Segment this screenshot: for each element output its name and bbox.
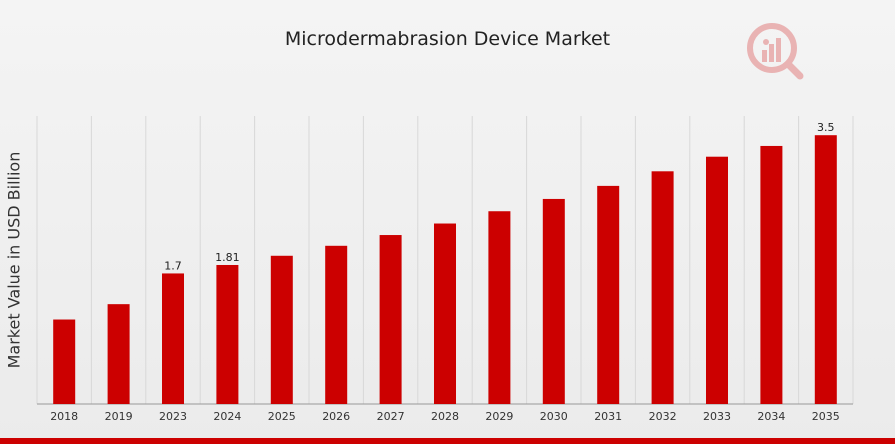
footer-accent-bar <box>0 438 895 444</box>
x-tick-label: 2027 <box>377 410 405 423</box>
data-labels: 1.7 1.81 3.5 <box>164 121 834 272</box>
x-tick-labels: 2018 2019 2023 2024 2025 2026 2027 2028 2029 2030… <box>50 410 840 423</box>
bars <box>53 135 837 404</box>
x-tick-label: 2019 <box>105 410 133 423</box>
bar-2032 <box>651 171 674 404</box>
data-label-2035: 3.5 <box>817 121 835 134</box>
x-tick-label: 2024 <box>213 410 241 423</box>
grid-lines <box>36 116 854 404</box>
bar-2025 <box>270 255 293 404</box>
bar-2024 <box>216 264 239 404</box>
x-tick-label: 2035 <box>812 410 840 423</box>
bar-2029 <box>488 211 511 404</box>
bar-2019 <box>107 304 130 404</box>
bar-2035 <box>814 135 837 404</box>
x-tick-label: 2029 <box>485 410 513 423</box>
bar-2027 <box>379 235 402 404</box>
data-label-2023: 1.7 <box>164 259 182 272</box>
data-label-2024: 1.81 <box>215 251 240 264</box>
bar-2034 <box>760 145 783 404</box>
x-tick-label: 2025 <box>268 410 296 423</box>
x-tick-label: 2018 <box>50 410 78 423</box>
x-tick-label: 2026 <box>322 410 350 423</box>
bar-2018 <box>53 319 76 404</box>
bar-2023 <box>162 273 184 404</box>
x-tick-label: 2030 <box>540 410 568 423</box>
x-tick-label: 2028 <box>431 410 459 423</box>
brand-logo-icon <box>747 23 804 80</box>
bar-2028 <box>434 223 456 404</box>
x-tick-label: 2032 <box>649 410 677 423</box>
bar-2030 <box>542 198 565 404</box>
bar-2031 <box>597 185 620 404</box>
bar-2033 <box>706 156 728 404</box>
bar-2026 <box>325 245 348 404</box>
x-tick-label: 2031 <box>594 410 622 423</box>
x-tick-label: 2034 <box>757 410 785 423</box>
x-tick-label: 2023 <box>159 410 187 423</box>
x-tick-label: 2033 <box>703 410 731 423</box>
chart-title: Microdermabrasion Device Market <box>284 28 611 50</box>
